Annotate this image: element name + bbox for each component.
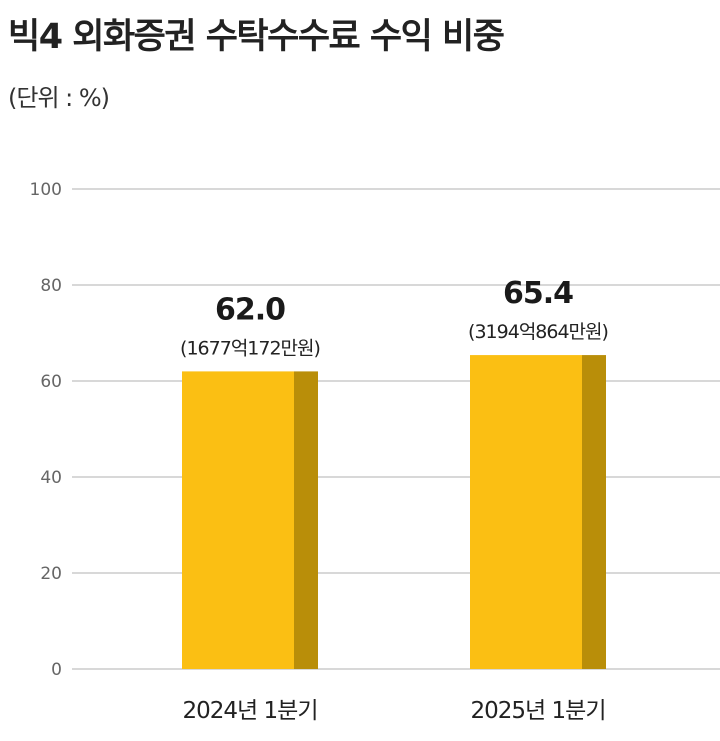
value-label: 62.0 (215, 292, 285, 327)
y-tick-label: 0 (51, 660, 62, 680)
category-label: 2025년 1분기 (471, 698, 606, 724)
amount-label: (1677억172만원) (180, 337, 320, 359)
bar-front (470, 355, 582, 669)
bar-side (582, 355, 606, 669)
value-label: 65.4 (503, 276, 573, 311)
y-tick-label: 40 (40, 468, 62, 488)
unit-label: (단위 : %) (8, 84, 110, 112)
chart-title: 빅4 외화증권 수탁수수료 수익 비중 (8, 17, 505, 57)
category-label: 2024년 1분기 (183, 698, 318, 724)
amount-label: (3194억864만원) (468, 321, 608, 343)
y-tick-label: 100 (30, 180, 62, 200)
bar-front (182, 371, 294, 669)
y-tick-label: 60 (40, 372, 62, 392)
y-tick-label: 20 (40, 564, 62, 584)
y-tick-label: 80 (40, 276, 62, 296)
bar-side (294, 371, 318, 669)
